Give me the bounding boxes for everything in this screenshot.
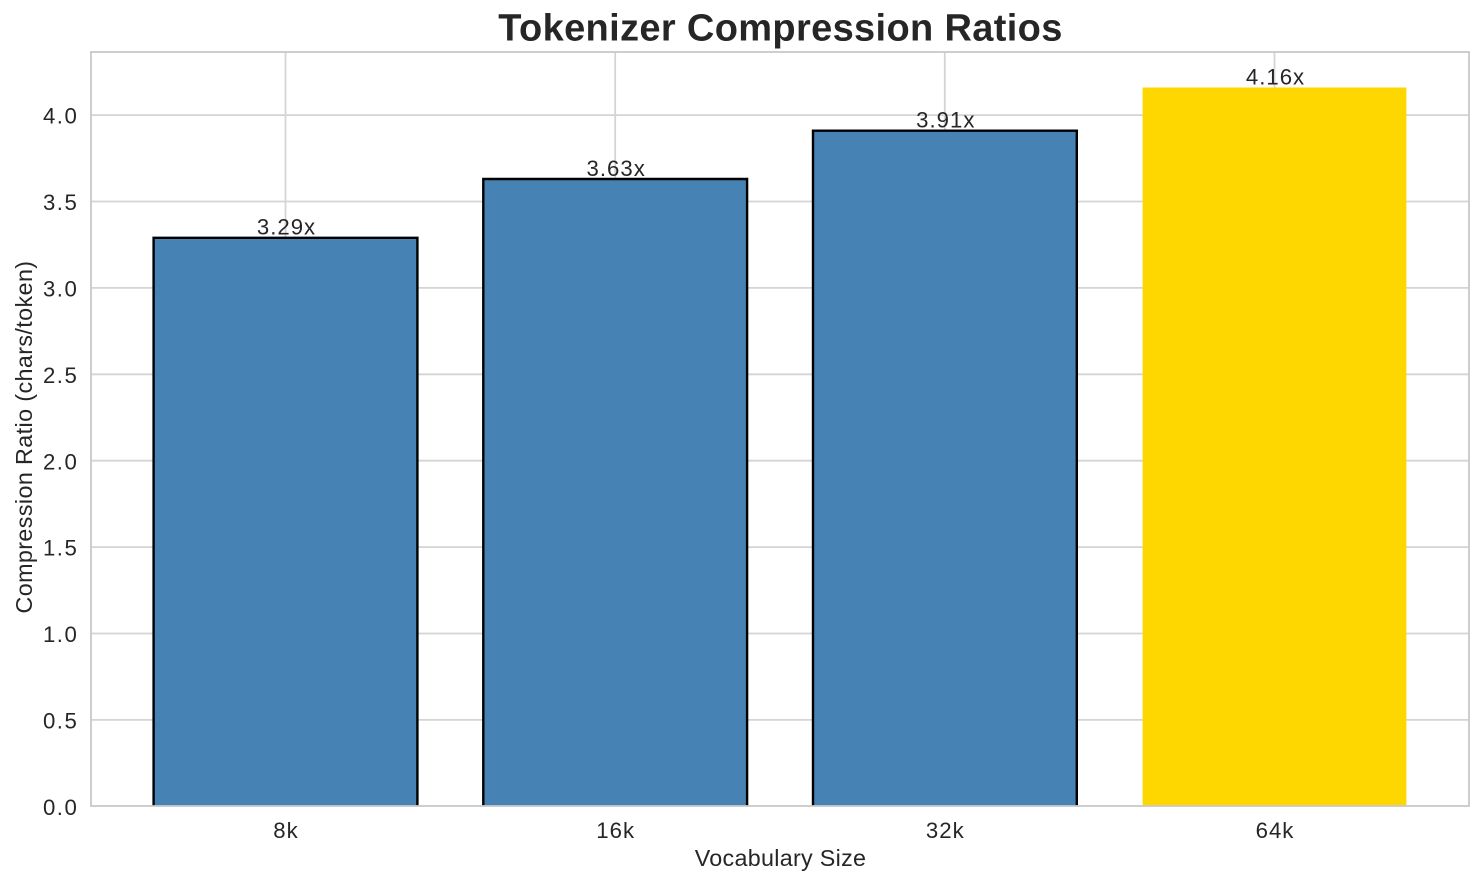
svg-text:3.29x: 3.29x (257, 215, 316, 240)
svg-text:3.91x: 3.91x (916, 108, 975, 133)
svg-text:64k: 64k (1256, 818, 1295, 843)
svg-text:0.0: 0.0 (43, 795, 78, 820)
svg-text:8k: 8k (273, 818, 298, 843)
svg-text:16k: 16k (596, 818, 635, 843)
svg-text:Compression Ratio (chars/token: Compression Ratio (chars/token) (11, 261, 37, 614)
svg-text:3.5: 3.5 (43, 190, 78, 215)
svg-text:4.16x: 4.16x (1246, 64, 1305, 89)
svg-text:Vocabulary Size: Vocabulary Size (695, 845, 867, 871)
svg-text:32k: 32k (926, 818, 965, 843)
svg-text:1.0: 1.0 (43, 622, 78, 647)
svg-text:3.63x: 3.63x (587, 156, 646, 181)
svg-text:2.5: 2.5 (43, 363, 78, 388)
svg-text:1.5: 1.5 (43, 536, 78, 561)
svg-text:Tokenizer Compression Ratios: Tokenizer Compression Ratios (498, 7, 1062, 49)
svg-text:4.0: 4.0 (43, 104, 78, 129)
svg-text:0.5: 0.5 (43, 709, 78, 734)
svg-text:2.0: 2.0 (43, 449, 78, 474)
svg-text:3.0: 3.0 (43, 277, 78, 302)
